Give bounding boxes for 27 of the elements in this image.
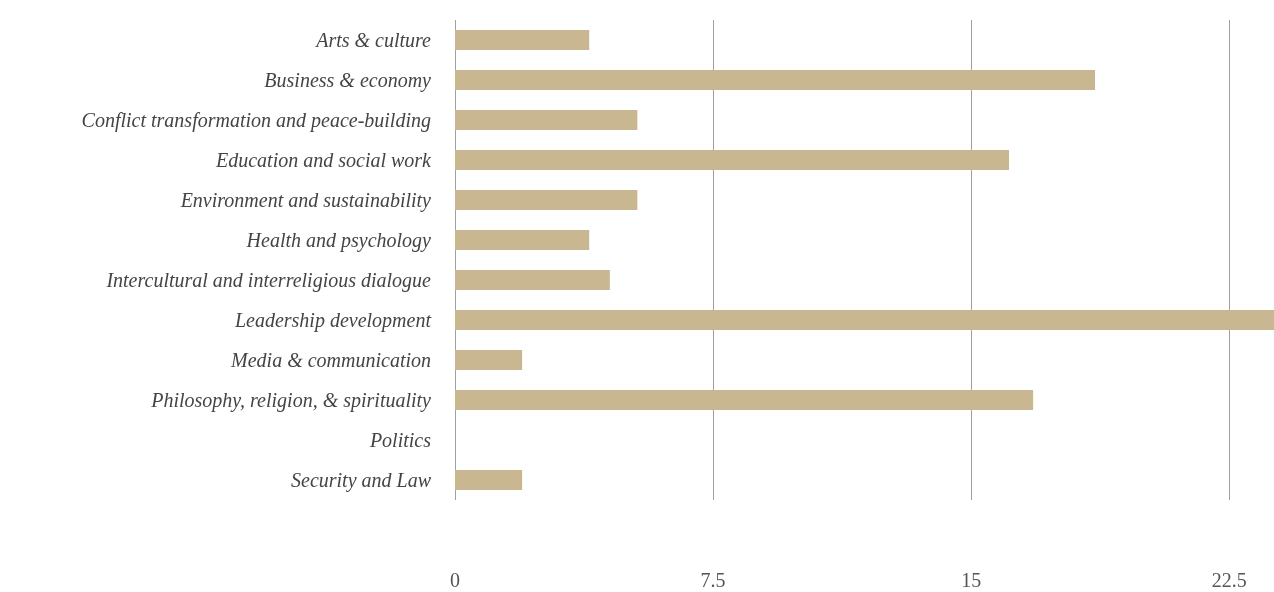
y-tick-label: Conflict transformation and peace-building: [81, 109, 431, 132]
y-tick-label: Media & communication: [230, 349, 431, 371]
y-tick-label: Philosophy, religion, & spirituality: [150, 389, 432, 412]
y-tick-label: Health and psychology: [245, 229, 432, 252]
y-tick-label: Intercultural and interreligious dialogue: [105, 269, 432, 292]
bar: [455, 110, 638, 130]
y-tick-label: Education and social work: [215, 149, 433, 171]
x-tick-label: 15: [961, 569, 982, 591]
bar: [455, 150, 1010, 170]
y-tick-label: Arts & culture: [314, 29, 432, 51]
y-tick-label: Leadership development: [233, 309, 432, 332]
x-tick-label: 7.5: [700, 569, 726, 591]
y-tick-label: Environment and sustainability: [179, 189, 432, 212]
bar: [455, 230, 590, 250]
x-tick-label: 22.5: [1211, 569, 1247, 591]
bar: [455, 350, 523, 370]
bar: [455, 310, 1274, 330]
bar: [455, 30, 590, 50]
bar: [455, 470, 523, 490]
bar: [455, 390, 1034, 410]
bar: [455, 190, 638, 210]
y-tick-label: Politics: [368, 429, 432, 451]
bar: [455, 270, 610, 290]
x-tick-label: 0: [450, 569, 460, 591]
y-tick-label: Security and Law: [291, 469, 432, 492]
y-tick-label: Business & economy: [264, 69, 432, 92]
bar: [455, 70, 1096, 90]
